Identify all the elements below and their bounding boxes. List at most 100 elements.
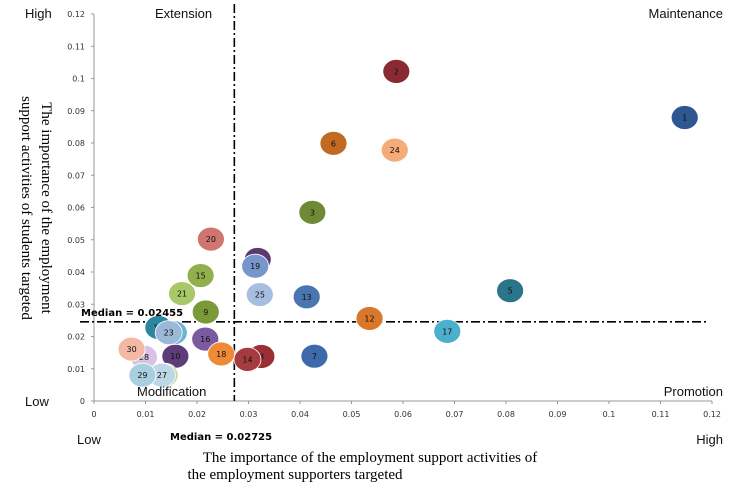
- data-point-label: 30: [127, 345, 137, 354]
- y-axis-title-line-1: The importance of the employment: [38, 102, 54, 314]
- data-point-label: 18: [216, 350, 226, 359]
- y-tick-label: 0.09: [67, 107, 85, 116]
- data-point: 24: [380, 137, 409, 163]
- x-tick-labels: 0 0.01 0.02 0.03 0.04 0.05 0.06 0.07 0.08 0.09 0.1…: [91, 401, 721, 419]
- data-point-label: 17: [442, 327, 452, 336]
- data-point-marker: [191, 299, 220, 325]
- x-axis-title-line-1: The importance of the employment support…: [203, 450, 538, 466]
- data-point-marker: [245, 282, 274, 307]
- data-point: 20: [197, 226, 225, 252]
- data-point: 6: [319, 130, 348, 156]
- data-point-marker: [186, 263, 215, 288]
- y-tick-label: 0.11: [67, 42, 85, 51]
- data-point: 18: [207, 341, 236, 367]
- y-tick-label: 0.04: [67, 268, 85, 277]
- y-axis-title: The importance of the employment support…: [18, 96, 54, 320]
- data-point-label: 6: [331, 139, 336, 148]
- y-tick-label: 0.05: [67, 236, 85, 245]
- data-point-marker: [207, 341, 236, 367]
- data-point-label: 21: [177, 290, 187, 299]
- data-point-marker: [168, 281, 196, 307]
- data-point-label: 8: [259, 352, 264, 361]
- y-high-label: High: [25, 6, 52, 21]
- x-tick-label: 0.03: [240, 410, 258, 419]
- data-point: 23: [154, 320, 183, 346]
- x-tick-label: 0.1: [603, 410, 616, 419]
- data-point: 19: [241, 253, 270, 279]
- data-point: 25: [245, 282, 274, 307]
- y-tick-label: 0.01: [67, 365, 85, 374]
- data-point-label: 12: [364, 314, 374, 323]
- data-point-label: 23: [164, 329, 174, 338]
- data-point: 2: [382, 59, 411, 84]
- x-tick-label: 0.09: [549, 410, 567, 419]
- data-point-marker: [382, 59, 411, 84]
- y-tick-label: 0.02: [67, 333, 85, 342]
- data-point-label: 15: [196, 272, 206, 281]
- data-point: 17: [433, 318, 462, 344]
- data-point: 30: [117, 336, 146, 362]
- x-tick-label: 0.12: [703, 410, 721, 419]
- data-point-marker: [233, 346, 262, 372]
- x-tick-label: 0.11: [652, 410, 670, 419]
- x-tick-label: 0.01: [137, 410, 155, 419]
- data-point-marker: [241, 253, 270, 279]
- data-point: 1: [670, 105, 699, 130]
- y-tick-label: 0.06: [67, 204, 85, 213]
- data-point-label: 16: [200, 335, 210, 344]
- data-point-marker: [197, 226, 225, 252]
- data-point: 15: [186, 263, 215, 288]
- data-point: 13: [292, 284, 321, 310]
- quadrant-top-right-label: Maintenance: [649, 6, 723, 21]
- data-point-label: 5: [508, 287, 513, 296]
- data-point-marker: [319, 130, 348, 156]
- data-point: 7: [300, 343, 329, 369]
- data-point-label: 10: [170, 352, 180, 361]
- data-point-label: 27: [157, 371, 167, 380]
- quadrant-top-left-label: Extension: [155, 6, 212, 21]
- y-tick-label: 0.08: [67, 139, 85, 148]
- y-tick-label: 0.12: [67, 10, 85, 19]
- y-tick-label: 0.1: [72, 75, 85, 84]
- data-point: 5: [496, 278, 525, 304]
- y-axis-title-line-2: support activities of students targeted: [18, 96, 34, 320]
- data-point-label: 2: [394, 67, 399, 76]
- data-point: 9: [191, 299, 220, 325]
- quadrant-bottom-left-label: Modification: [137, 384, 206, 399]
- data-point-marker: [496, 278, 525, 304]
- data-point-label: 13: [302, 293, 312, 302]
- x-tick-label: 0.06: [394, 410, 412, 419]
- data-point-marker: [380, 137, 409, 163]
- y-tick-label: 0.07: [67, 171, 85, 180]
- y-tick-label: 0.03: [67, 300, 85, 309]
- data-point-marker: [300, 343, 329, 369]
- y-tick-labels: 0 0.01 0.02 0.03 0.04 0.05 0.06 0.07 0.08 0.09 0.1…: [67, 10, 94, 406]
- data-point-marker: [670, 105, 699, 130]
- data-point-marker: [128, 362, 157, 388]
- data-point-label: 19: [250, 262, 260, 271]
- y-tick-label: 0: [80, 397, 85, 406]
- x-tick-label: 0.02: [188, 410, 206, 419]
- median-lines: [80, 4, 708, 401]
- x-axis-title-line-2: the employment supporters targeted: [187, 467, 403, 483]
- y-median-label: Median = 0.02455: [81, 308, 183, 319]
- data-point-label: 9: [203, 308, 208, 317]
- x-tick-label: 0: [91, 410, 96, 419]
- data-point-marker: [154, 320, 183, 346]
- data-point: 29: [128, 362, 157, 388]
- y-low-label: Low: [25, 394, 49, 409]
- x-low-label: Low: [77, 432, 101, 447]
- data-point-label: 14: [242, 355, 252, 364]
- x-high-label: High: [696, 432, 723, 447]
- x-tick-label: 0.08: [497, 410, 515, 419]
- data-point: 3: [298, 199, 327, 225]
- data-point-marker: [433, 318, 462, 344]
- data-point-label: 28: [139, 353, 149, 362]
- data-point-label: 24: [390, 146, 400, 155]
- x-tick-label: 0.07: [446, 410, 464, 419]
- data-point-marker: [355, 306, 384, 331]
- x-tick-label: 0.05: [343, 410, 361, 419]
- data-point-marker: [298, 199, 327, 225]
